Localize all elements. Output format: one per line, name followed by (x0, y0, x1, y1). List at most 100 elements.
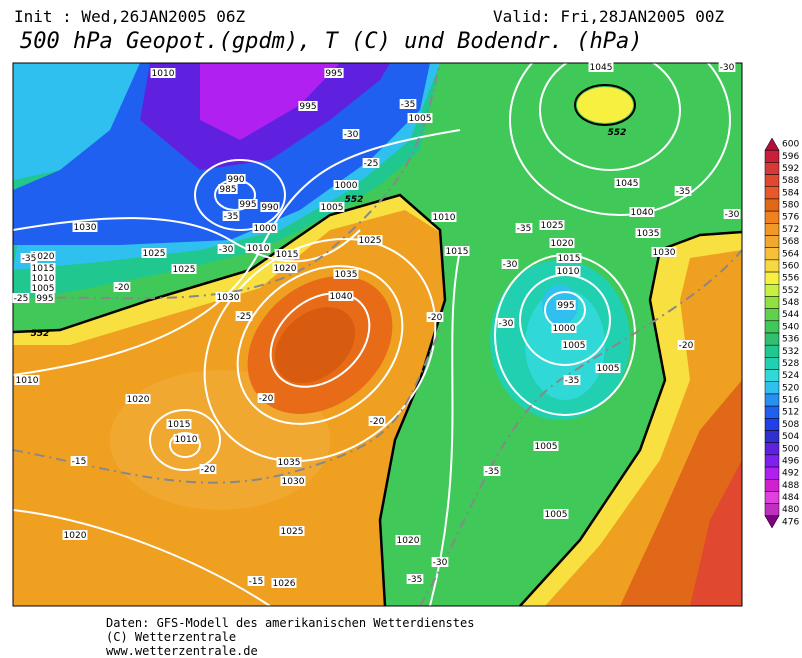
pressure-label-group: 1035 (276, 457, 302, 468)
pressure-label-box (407, 113, 433, 123)
colorbar-swatch (764, 284, 780, 297)
pressure-label: 985 (219, 185, 236, 195)
temperature-label: -30 (433, 558, 448, 568)
temperature-label-box (368, 416, 386, 426)
temperature-label: -25 (14, 294, 29, 304)
temperature-label-box (723, 209, 741, 219)
pressure-label-box (614, 178, 640, 188)
temperature-label-box (426, 312, 444, 322)
pressure-label-group: 1005 (30, 283, 56, 294)
pressure-label-group: 1020 (549, 238, 575, 249)
temperature-label-box (12, 293, 30, 303)
pressure-label-group: 995 (298, 101, 318, 112)
pressure-label-group: 1020 (272, 263, 298, 274)
pressure-label: 1010 (557, 267, 580, 277)
pressure-label-box (298, 101, 318, 111)
pressure-label: 1000 (553, 324, 576, 334)
pressure-label-group: 1005 (407, 113, 433, 124)
pressure-label-box (279, 526, 305, 536)
pressure-label-box (271, 578, 297, 588)
pressure-label-box (62, 530, 88, 540)
pressure-label: 1000 (254, 224, 277, 234)
pressure-label-box (533, 441, 559, 451)
pressure-label-box (238, 199, 258, 209)
pressure-label: 1005 (409, 114, 432, 124)
colorbar-swatch (764, 369, 780, 382)
colorbar-label: 476 (782, 517, 799, 527)
valid-time: Valid: Fri,28JAN2005 00Z (493, 7, 725, 26)
pressure-label: 1025 (359, 236, 382, 246)
pressure-label-group: 1010 (173, 434, 199, 445)
temperature-label-group: -25 (12, 293, 30, 304)
pressure-label: 1020 (397, 536, 420, 546)
pressure-label-box (141, 248, 167, 258)
temperature-label-group: -35 (406, 574, 424, 585)
colorbar-label: 488 (782, 481, 799, 491)
colorbar-label: 504 (782, 432, 799, 442)
pressure-label: 1030 (653, 248, 676, 258)
temperature-label-box (257, 393, 275, 403)
pressure-label-group: 1010 (14, 375, 40, 386)
pressure-label-group: 1020 (62, 530, 88, 541)
pressure-label-box (280, 476, 306, 486)
pressure-label: 995 (299, 102, 316, 112)
pressure-label-group: 1025 (357, 235, 383, 246)
colorbar-label: 552 (782, 286, 799, 296)
pressure-label: 995 (36, 294, 53, 304)
pressure-label-box (651, 247, 677, 257)
pressure-label: 1030 (282, 477, 305, 487)
temperature-label-group: -35 (563, 375, 581, 386)
temperature-label: -30 (720, 63, 735, 73)
temperature-label-box (70, 456, 88, 466)
colorbar-label: 528 (782, 359, 799, 369)
colorbar-label: 484 (782, 493, 799, 503)
pressure-label-box (14, 375, 40, 385)
temperature-label-box (674, 186, 692, 196)
pressure-label: 1030 (74, 223, 97, 233)
pressure-label-box (171, 264, 197, 274)
pressure-label: 1040 (330, 292, 353, 302)
isotherms (13, 63, 742, 606)
temperature-label: -30 (503, 260, 518, 270)
pressure-label-box (328, 291, 354, 301)
colorbar-swatch (764, 479, 780, 492)
colorbar-swatch (764, 247, 780, 261)
temperature-label-group: -25 (235, 311, 253, 322)
pressure-label-group: 990 (260, 202, 280, 213)
pressure-label: 1005 (535, 442, 558, 452)
temperature-label: -20 (201, 465, 216, 475)
colorbar-swatch (764, 491, 780, 504)
pressure-label-group: 1020 (125, 394, 151, 405)
temperature-label-box (431, 557, 449, 567)
pressure-label-box (173, 434, 199, 444)
pressure-label-group: 1035 (635, 228, 661, 239)
thickness-contour (574, 84, 636, 126)
temperature-label: -35 (517, 224, 532, 234)
pressure-label: 995 (325, 69, 342, 79)
pressure-label-group: 995 (324, 68, 344, 79)
pressure-label-group: 1040 (328, 291, 354, 302)
colorbar-swatch (764, 223, 780, 236)
thickness-label: 552 (345, 195, 364, 205)
colorbar-label: 512 (782, 408, 799, 418)
pressure-label-group: 1005 (595, 363, 621, 374)
pressure-label-group: 1015 (274, 249, 300, 260)
pressure-label-box (30, 251, 56, 261)
pressure-label-group: 1030 (280, 476, 306, 487)
temperature-label-group: -20 (426, 312, 444, 323)
pressure-label: 1005 (545, 510, 568, 520)
colorbar-label: 500 (782, 444, 799, 454)
colorbar-swatch (764, 357, 780, 370)
pressure-label-box (629, 207, 655, 217)
pressure-label: 1010 (247, 244, 270, 254)
temperature-label-group: -35 (222, 211, 240, 222)
footer-source: Daten: GFS-Modell des amerikanischen Wet… (106, 616, 474, 630)
pressure-label: 1035 (335, 270, 358, 280)
pressure-label-box (125, 394, 151, 404)
colorbar-swatch (764, 405, 780, 419)
pressure-label-group: 1025 (171, 264, 197, 275)
temperature-label-box (113, 282, 131, 292)
pressure-label-box (595, 363, 621, 373)
map-field (13, 63, 742, 606)
